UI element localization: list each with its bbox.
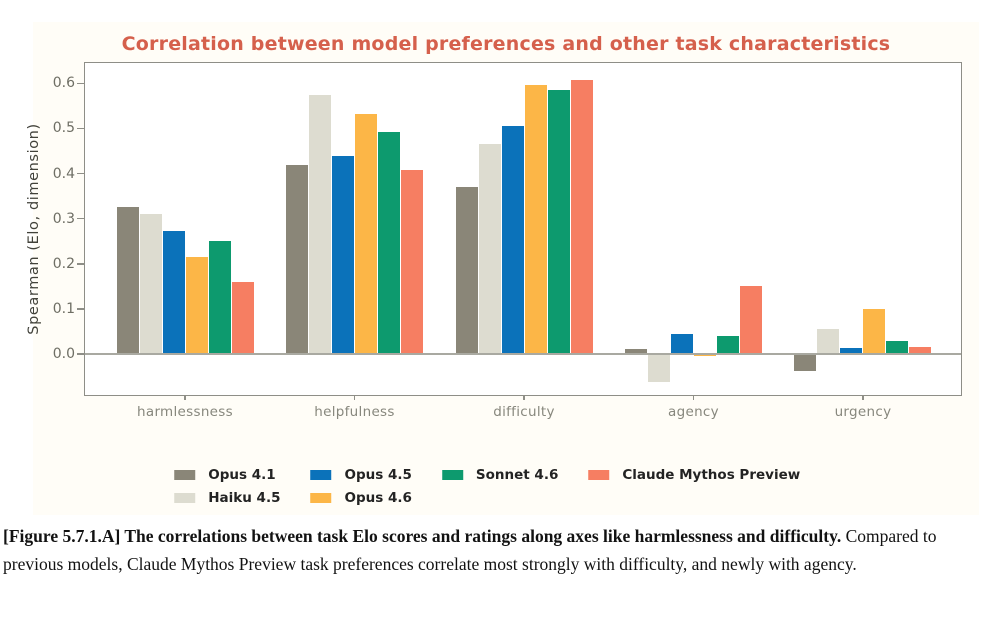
legend-column: Opus 4.1 Haiku 4.5 xyxy=(174,466,280,507)
legend-item: Haiku 4.5 xyxy=(174,489,280,507)
x-axis-tick-label: agency xyxy=(668,404,719,420)
bar-opus-4-1-urgency xyxy=(794,354,817,372)
caption-bold-text: [Figure 5.7.1.A] The correlations betwee… xyxy=(3,526,842,546)
bar-sonnet-4-6-harmlessness xyxy=(208,241,231,355)
bar-haiku-4-5-difficulty xyxy=(478,144,501,355)
y-axis-tick-mark xyxy=(77,172,85,175)
bar-opus-4-5-helpfulness xyxy=(332,155,354,355)
bar-haiku-4-5-harmlessness xyxy=(139,214,162,355)
legend-swatch-opus-4-6 xyxy=(310,493,332,503)
x-axis-tick-label: harmlessness xyxy=(137,404,233,420)
legend-swatch-sonnet-4-6 xyxy=(441,470,463,480)
legend-item: Opus 4.1 xyxy=(174,466,280,484)
y-axis-tick-mark xyxy=(77,127,85,130)
x-axis-tick-mark xyxy=(862,395,864,400)
y-axis-tick-mark xyxy=(77,308,85,310)
x-axis-tick-label: urgency xyxy=(834,404,892,420)
y-axis-tick-label: 0.6 xyxy=(52,75,75,92)
bar-opus-4-6-agency xyxy=(693,354,716,357)
bar-sonnet-4-6-difficulty xyxy=(547,90,570,355)
x-axis-tick-mark xyxy=(353,395,356,400)
chart-legend: Opus 4.1 Haiku 4.5 Opus 4.5 Opus 4.6 Sonnet … xyxy=(174,466,800,507)
legend-label: Opus 4.5 xyxy=(344,467,412,483)
y-axis-tick-label: 0.4 xyxy=(52,165,75,182)
y-axis-tick-label: 0.0 xyxy=(52,346,75,363)
bar-haiku-4-5-urgency xyxy=(817,329,840,355)
bar-opus-4-5-harmlessness xyxy=(162,231,185,355)
legend-column: Claude Mythos Preview xyxy=(588,466,800,507)
legend-swatch-claude-mythos-preview xyxy=(588,470,610,480)
bar-sonnet-4-6-helpfulness xyxy=(378,132,400,355)
bar-opus-4-6-difficulty xyxy=(524,85,547,355)
chart-title: Correlation between model preferences an… xyxy=(121,33,891,55)
bar-opus-4-1-agency xyxy=(624,348,647,355)
bar-opus-4-1-helpfulness xyxy=(286,164,308,355)
legend-swatch-haiku-4-5 xyxy=(174,493,196,503)
y-axis-tick-label: 0.5 xyxy=(52,120,75,137)
caption-regular-text: Compared to previous models, Claude Myth… xyxy=(3,526,937,574)
bar-opus-4-1-difficulty xyxy=(455,187,478,355)
legend-label: Claude Mythos Preview xyxy=(622,467,801,483)
legend-label: Sonnet 4.6 xyxy=(475,467,559,483)
legend-column: Opus 4.5 Opus 4.6 xyxy=(310,466,412,507)
y-axis-tick-mark xyxy=(77,217,85,220)
y-axis-tick-mark xyxy=(77,353,85,355)
legend-label: Opus 4.1 xyxy=(208,467,276,483)
bar-claude-mythos-preview-urgency xyxy=(909,346,932,355)
legend-item: Opus 4.6 xyxy=(310,489,412,507)
bar-claude-mythos-preview-helpfulness xyxy=(401,169,423,355)
legend-item: Claude Mythos Preview xyxy=(588,466,800,484)
bar-opus-4-6-urgency xyxy=(863,308,886,355)
legend-label: Opus 4.6 xyxy=(344,490,412,506)
x-axis-tick-mark xyxy=(692,395,695,400)
zero-axis-line xyxy=(85,353,961,355)
legend-column: Sonnet 4.6 xyxy=(441,466,559,507)
y-axis-tick-label: 0.2 xyxy=(52,255,75,272)
bar-sonnet-4-6-urgency xyxy=(886,341,909,355)
bar-haiku-4-5-agency xyxy=(647,354,670,383)
bar-haiku-4-5-helpfulness xyxy=(309,95,331,355)
bar-claude-mythos-preview-harmlessness xyxy=(231,281,254,355)
bar-claude-mythos-preview-agency xyxy=(739,285,762,355)
y-axis-tick-mark xyxy=(77,263,85,265)
legend-item: Opus 4.5 xyxy=(310,466,412,484)
x-axis-tick-mark xyxy=(523,395,525,400)
legend-label: Haiku 4.5 xyxy=(208,490,281,506)
figure-panel: Correlation between model preferences an… xyxy=(26,22,979,515)
y-axis-tick-label: 0.1 xyxy=(52,300,75,317)
bar-opus-4-5-difficulty xyxy=(501,126,524,355)
bar-opus-4-5-agency xyxy=(670,333,693,355)
x-axis-tick-mark xyxy=(184,395,186,400)
x-axis-tick-label: difficulty xyxy=(493,404,555,420)
bar-opus-4-6-helpfulness xyxy=(355,114,377,355)
y-axis-tick-mark xyxy=(77,82,85,85)
bar-opus-4-6-harmlessness xyxy=(185,257,208,355)
bar-opus-4-1-harmlessness xyxy=(116,207,139,355)
legend-swatch-opus-4-1 xyxy=(174,470,196,480)
plot-area: Spearman (Elo, dimension) 0.0 0.1 0.2 0.3 0.… xyxy=(26,62,962,420)
x-axis-tick-label: helpfulness xyxy=(314,404,395,420)
legend-swatch-opus-4-5 xyxy=(310,470,332,480)
bar-opus-4-5-urgency xyxy=(840,348,863,355)
figure-caption: [Figure 5.7.1.A] The correlations betwee… xyxy=(3,522,949,578)
legend-item: Sonnet 4.6 xyxy=(441,466,559,484)
bar-claude-mythos-preview-difficulty xyxy=(570,79,593,355)
bar-sonnet-4-6-agency xyxy=(716,336,739,355)
y-axis-tick-label: 0.3 xyxy=(52,210,75,227)
